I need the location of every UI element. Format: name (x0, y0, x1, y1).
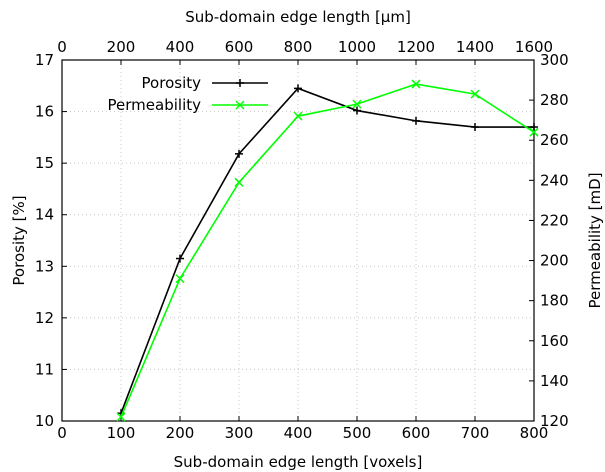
legend-marker-porosity (236, 79, 244, 87)
data-point-permeability (470, 89, 480, 99)
y-tick-label-right: 260 (540, 131, 569, 149)
y-tick-label-left: 16 (35, 103, 54, 121)
tick-marks (61, 59, 535, 422)
x-tick-label-bottom: 200 (166, 424, 195, 442)
y-tick-label-left: 13 (35, 257, 54, 275)
legend-marker-permeability (235, 100, 245, 110)
y-tick-label-right: 220 (540, 211, 569, 229)
x-tick-label-top: 1600 (515, 38, 553, 56)
series-line-porosity (120, 87, 534, 414)
data-point-permeability (411, 79, 421, 89)
legend-label-permeability: Permeability (108, 96, 202, 114)
x-tick-label-bottom: 600 (402, 424, 431, 442)
data-point-permeability (293, 111, 303, 121)
tick-labels: 0 100 200 300 400 500 600 700 800 0 200 400 600 800 10… (35, 38, 569, 442)
y-tick-label-right: 180 (540, 292, 569, 310)
x-tick-label-top: 800 (284, 38, 313, 56)
data-point-permeability (352, 99, 362, 109)
x-tick-label-bottom: 700 (461, 424, 490, 442)
data-point-permeability (116, 412, 126, 422)
y-tick-label-left: 11 (35, 360, 54, 378)
y-tick-label-left: 17 (35, 51, 54, 69)
x-tick-label-bottom: 800 (520, 424, 549, 442)
legend-marker-glyph (235, 100, 245, 110)
x-tick-label-top: 0 (57, 38, 67, 56)
y-tick-label-left: 10 (35, 412, 54, 430)
x-tick-label-bottom: 100 (107, 424, 136, 442)
y-axis-label-right: Permeability [mD] (586, 172, 604, 308)
x-tick-label-bottom: 400 (284, 424, 313, 442)
x-tick-label-top: 1400 (456, 38, 494, 56)
x-tick-label-top: 1200 (397, 38, 435, 56)
x-axis-label-top: Sub-domain edge length [µm] (185, 8, 411, 26)
x-tick-label-top: 1000 (338, 38, 376, 56)
y-tick-label-right: 300 (540, 51, 569, 69)
x-tick-label-bottom: 300 (225, 424, 254, 442)
x-tick-label-top: 200 (107, 38, 136, 56)
series-line-permeability (120, 83, 535, 418)
x-axis-label-bottom: Sub-domain edge length [voxels] (174, 453, 423, 471)
y-tick-label-left: 14 (35, 206, 54, 224)
x-tick-label-bottom: 0 (57, 424, 67, 442)
y-tick-label-right: 200 (540, 252, 569, 270)
y-tick-label-right: 160 (540, 332, 569, 350)
data-point-permeability (175, 274, 185, 284)
y-tick-label-right: 280 (540, 91, 569, 109)
legend: Porosity Permeability (108, 74, 268, 114)
data-point-permeability (234, 177, 244, 187)
x-tick-label-top: 400 (166, 38, 195, 56)
y-tick-label-left: 15 (35, 154, 54, 172)
y-axis-label-left: Porosity [%] (10, 195, 28, 285)
y-tick-label-right: 120 (540, 412, 569, 430)
gridlines (61, 59, 535, 422)
x-tick-label-bottom: 500 (343, 424, 372, 442)
y-tick-label-right: 140 (540, 372, 569, 390)
x-tick-label-top: 600 (225, 38, 254, 56)
y-tick-label-left: 12 (35, 309, 54, 327)
series-lines (116, 79, 539, 422)
y-tick-label-right: 240 (540, 171, 569, 189)
legend-label-porosity: Porosity (142, 74, 202, 92)
data-point-permeability (529, 127, 539, 137)
